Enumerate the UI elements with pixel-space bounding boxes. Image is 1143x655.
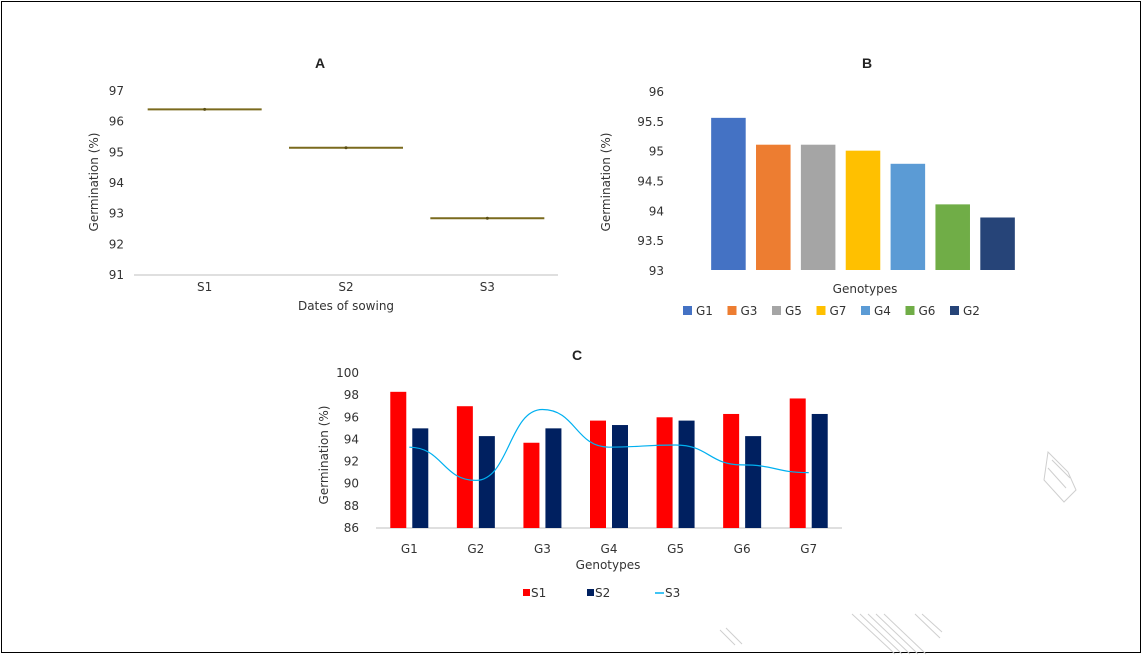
chart-a-mean-marker — [344, 146, 348, 150]
chart-a-y-tick-label: 92 — [109, 237, 124, 251]
chart-c-x-tick-label: G6 — [734, 542, 751, 556]
chart-c-y-tick-label: 92 — [344, 455, 359, 469]
chart-a-mean-marker — [203, 107, 207, 111]
chart-b-bar — [845, 150, 881, 270]
chart-c-bar-s1 — [390, 391, 407, 528]
chart-a-x-tick-label: S1 — [197, 280, 212, 294]
chart-c-bar-s2 — [745, 436, 762, 528]
chart-c-x-tick-label: G3 — [534, 542, 551, 556]
chart-b-legend-swatch — [816, 306, 826, 315]
chart-b-x-axis-label: Genotypes — [833, 282, 898, 296]
chart-c-legend-swatch — [587, 589, 594, 596]
chart-c-bar-s2 — [678, 420, 695, 528]
chart-b-y-tick-label: 95.5 — [637, 115, 664, 129]
chart-a-title: A — [315, 55, 325, 71]
chart-c-bar-s2 — [612, 425, 628, 528]
chart-b-title: B — [862, 55, 872, 71]
chart-b-legend-label: G5 — [785, 304, 802, 318]
chart-c-y-tick-label: 100 — [336, 366, 359, 380]
chart-c-legend-label: S3 — [665, 586, 680, 600]
chart-c-x-tick-label: G5 — [667, 542, 684, 556]
chart-b-bar — [890, 163, 926, 270]
chart-c-x-tick-label: G7 — [800, 542, 817, 556]
chart-b-bar — [756, 144, 791, 270]
chart-b-legend-label: G4 — [874, 304, 891, 318]
chart-c-bar-s1 — [456, 406, 473, 528]
chart-a: A Germination (%) Dates of sowing 91 92 93… — [87, 55, 558, 313]
chart-c-bar-s1 — [523, 442, 540, 528]
chart-b: B Germination (%) Genotypes 93 93.5 94 94.5… — [599, 55, 1015, 318]
chart-c-bar-s1 — [656, 417, 673, 528]
chart-a-y-tick-label: 91 — [109, 268, 124, 282]
chart-b-legend-label: G2 — [963, 304, 980, 318]
chart-a-y-tick-label: 93 — [109, 207, 124, 221]
chart-c-y-axis-label: Germination (%) — [317, 406, 331, 505]
chart-c-legend-label: S2 — [595, 586, 610, 600]
chart-c-legend-swatch — [523, 589, 530, 596]
chart-b-y-tick-label: 96 — [649, 85, 664, 99]
chart-c-legend-label: S1 — [531, 586, 546, 600]
chart-c: C Germination (%) Genotypes 86 88 90 92 94 96… — [317, 347, 842, 600]
chart-c-bar-s1 — [723, 413, 740, 528]
chart-b-bar — [711, 117, 746, 270]
chart-b-y-tick-label: 94 — [649, 204, 664, 218]
chart-c-bar-s2 — [478, 436, 495, 528]
chart-c-x-tick-label: G2 — [467, 542, 484, 556]
chart-b-bar — [800, 144, 836, 270]
chart-b-y-tick-label: 93.5 — [637, 234, 664, 248]
chart-c-y-tick-label: 94 — [344, 432, 359, 446]
chart-c-y-tick-label: 90 — [344, 477, 359, 491]
chart-b-legend-label: G7 — [830, 304, 847, 318]
chart-b-y-tick-label: 94.5 — [637, 175, 664, 189]
chart-b-legend-swatch — [772, 306, 781, 315]
watermark-graphic — [719, 450, 1077, 655]
chart-a-y-axis-label: Germination (%) — [87, 133, 101, 232]
chart-c-y-tick-label: 88 — [344, 499, 359, 513]
chart-b-y-tick-label: 95 — [649, 145, 664, 159]
chart-c-bar-s2 — [545, 428, 562, 528]
chart-c-x-axis-label: Genotypes — [576, 558, 641, 572]
chart-c-x-tick-label: G1 — [401, 542, 418, 556]
chart-c-x-tick-label: G4 — [601, 542, 618, 556]
chart-b-legend-label: G6 — [919, 304, 936, 318]
chart-b-legend-swatch — [950, 306, 959, 315]
chart-c-y-tick-label: 86 — [344, 521, 359, 535]
chart-b-bar — [980, 217, 1015, 270]
chart-b-bar — [935, 204, 970, 270]
chart-b-legend-swatch — [683, 306, 692, 315]
chart-a-y-tick-label: 97 — [109, 84, 124, 98]
chart-a-x-tick-label: S3 — [480, 280, 495, 294]
chart-b-legend-swatch — [905, 306, 915, 315]
chart-c-bar-s2 — [412, 428, 429, 528]
chart-a-y-tick-label: 94 — [109, 176, 124, 190]
chart-c-bar-s1 — [789, 398, 806, 528]
chart-c-line-s3 — [409, 408, 809, 481]
chart-a-y-tick-label: 95 — [109, 145, 124, 159]
chart-c-title: C — [572, 347, 582, 363]
chart-c-y-tick-label: 96 — [344, 410, 359, 424]
chart-a-mean-marker — [485, 216, 489, 220]
chart-b-legend-label: G1 — [696, 304, 713, 318]
chart-c-bar-s1 — [590, 420, 606, 528]
chart-b-y-tick-label: 93 — [649, 264, 664, 278]
chart-b-legend-swatch — [861, 306, 870, 315]
chart-a-x-axis-label: Dates of sowing — [298, 299, 394, 313]
chart-b-legend-label: G3 — [741, 304, 758, 318]
chart-b-y-axis-label: Germination (%) — [599, 133, 613, 232]
chart-a-x-tick-label: S2 — [338, 280, 353, 294]
chart-a-y-tick-label: 96 — [109, 115, 124, 129]
chart-c-bar-s2 — [811, 413, 828, 528]
chart-b-legend-swatch — [727, 306, 737, 315]
chart-c-y-tick-label: 98 — [344, 388, 359, 402]
